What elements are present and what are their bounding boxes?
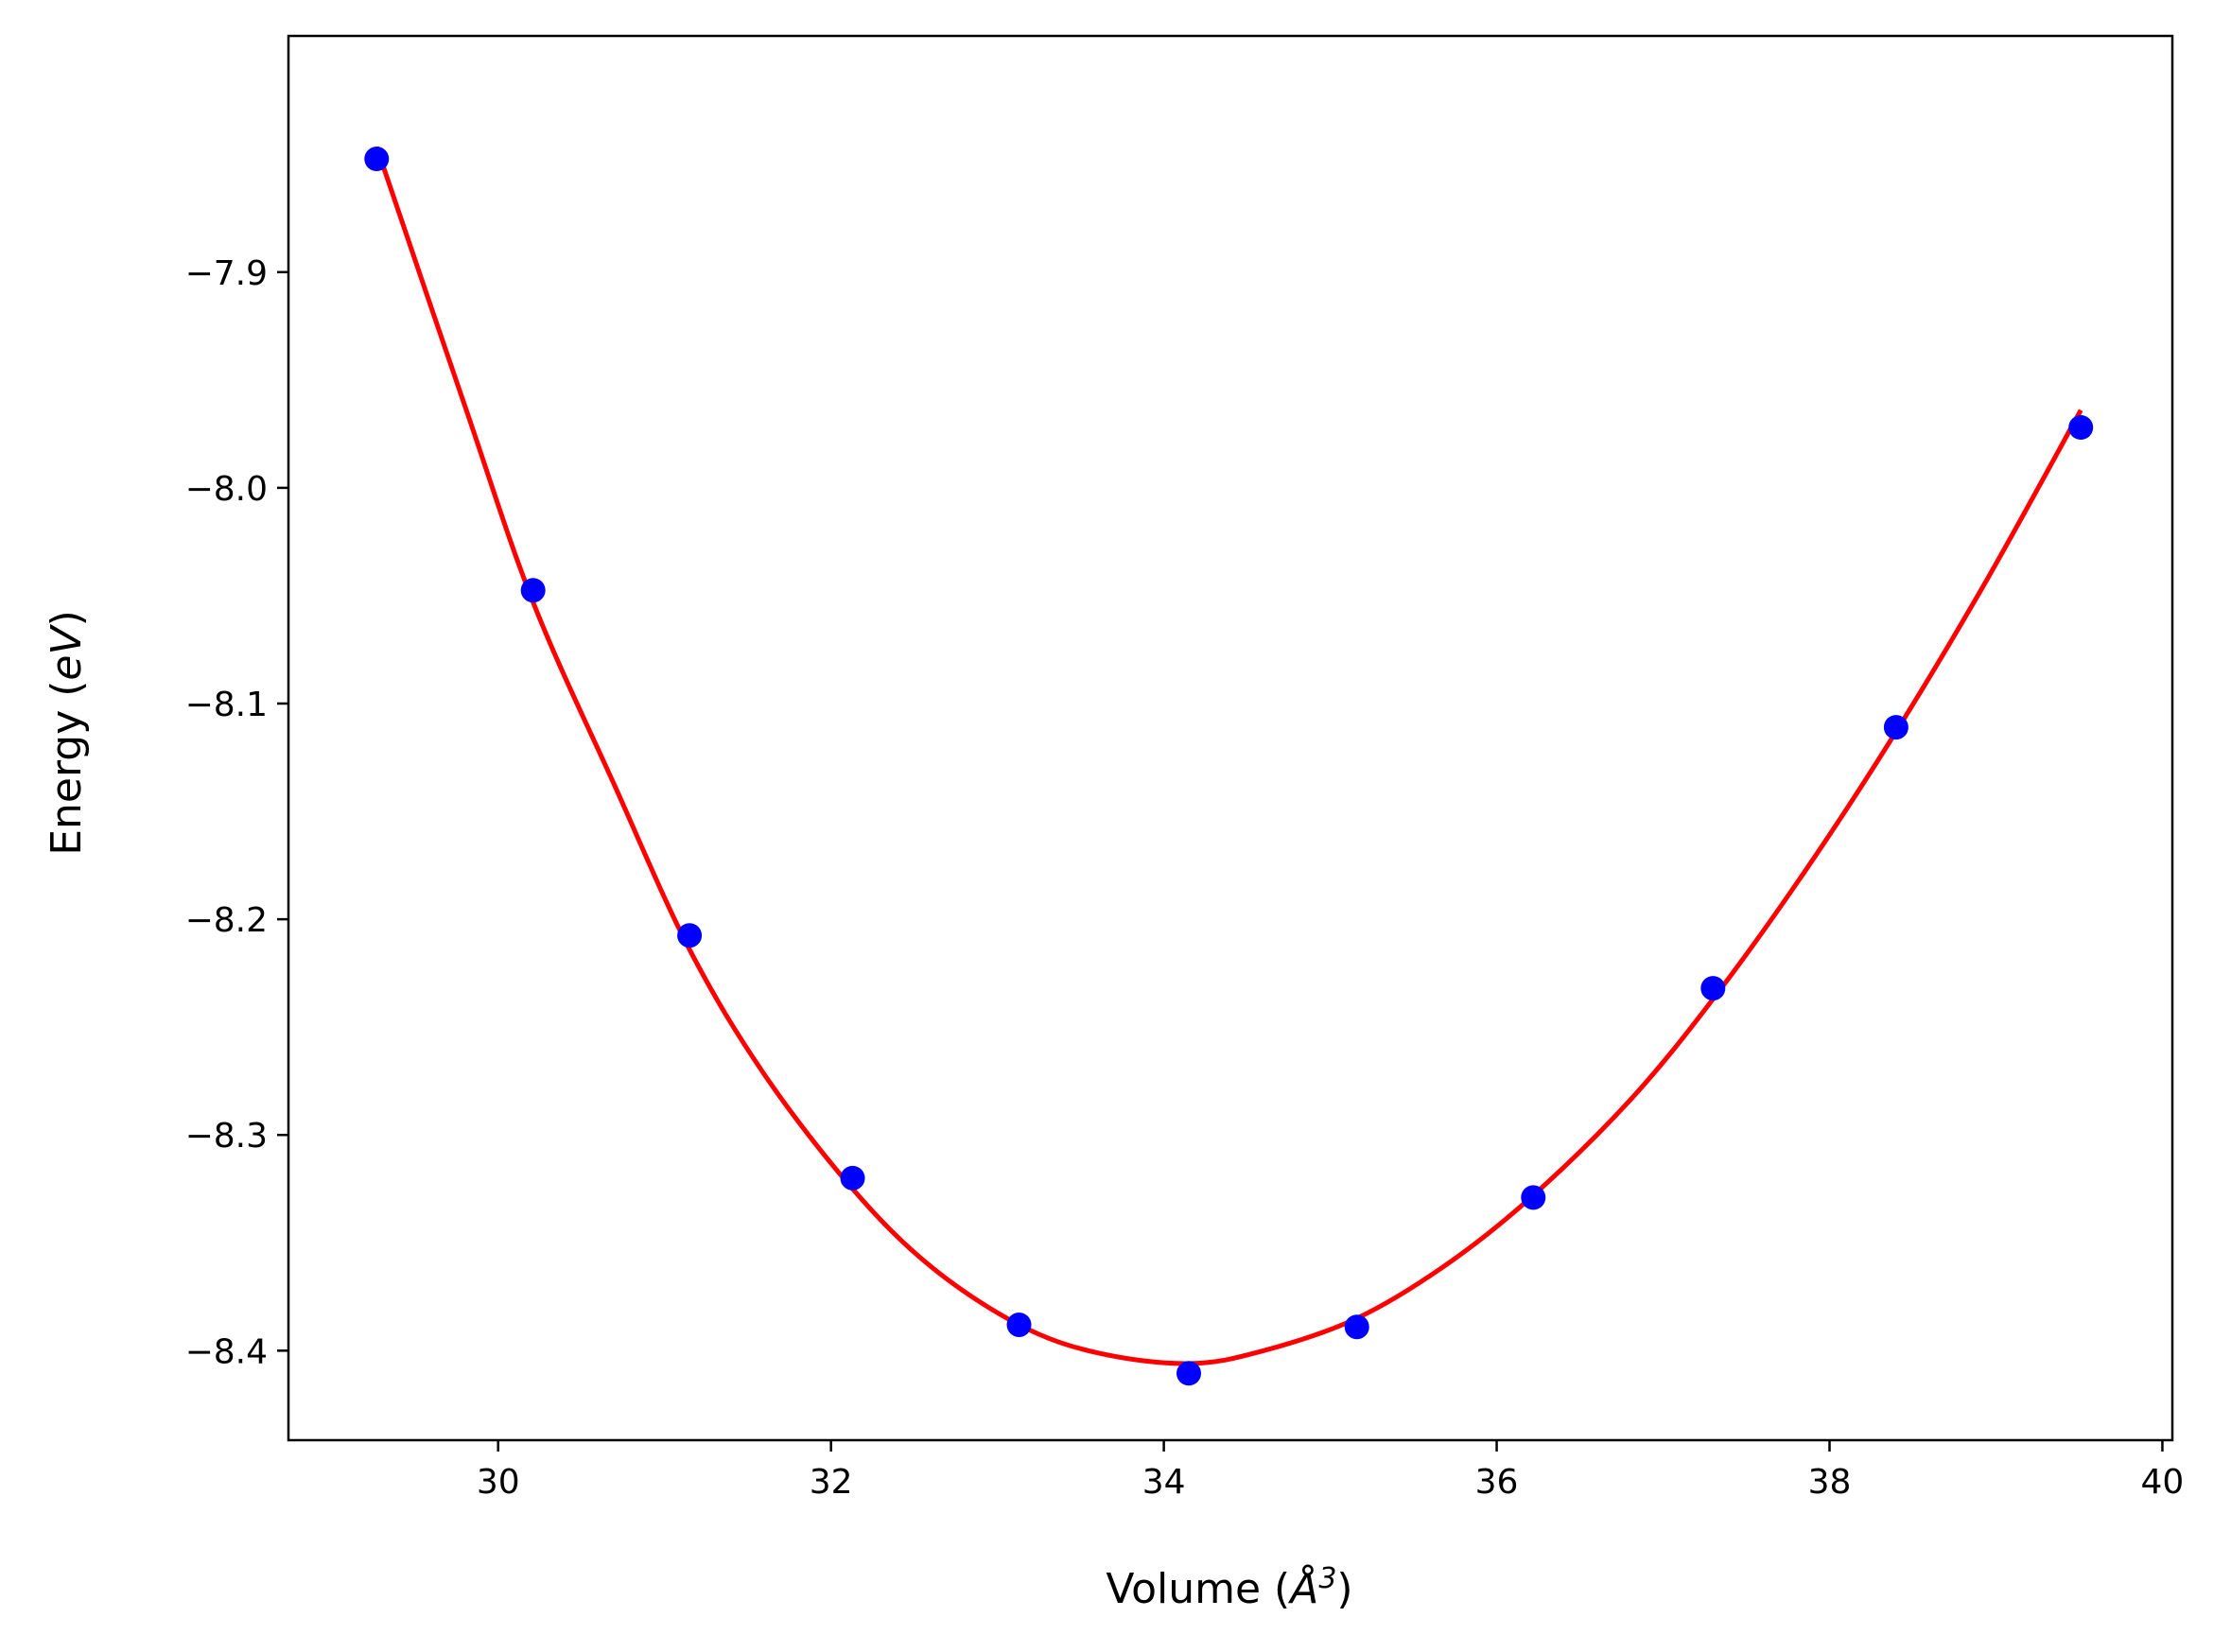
plot-frame — [287, 34, 2174, 1442]
data-point — [364, 147, 390, 172]
data-point — [1177, 1361, 1202, 1386]
x-tick-label: 32 — [810, 1463, 853, 1502]
y-tick-label: −8.1 — [185, 686, 268, 724]
data-point — [677, 923, 703, 948]
x-tick-label: 36 — [1475, 1463, 1519, 1502]
data-point — [1521, 1185, 1546, 1210]
x-axis-label: Volume (Å3) — [1106, 1562, 1352, 1613]
y-tick-label: −8.2 — [185, 901, 268, 940]
y-axis-label: Energy (eV) — [43, 610, 91, 856]
data-point — [1006, 1312, 1032, 1337]
data-point — [2068, 415, 2094, 441]
x-tick-label: 30 — [477, 1463, 520, 1502]
y-tick-label: −8.4 — [185, 1332, 268, 1371]
fit-curve-line — [374, 146, 2083, 1366]
data-point — [840, 1165, 865, 1191]
x-tick-label: 34 — [1142, 1463, 1186, 1502]
data-point — [520, 578, 546, 603]
data-point — [1344, 1314, 1369, 1340]
y-tick-label: −8.0 — [185, 470, 268, 509]
x-tick-label: 38 — [1808, 1463, 1852, 1502]
y-tick-label: −8.3 — [185, 1117, 268, 1156]
data-point — [1883, 715, 1909, 740]
axis-ticks: 30 32 34 36 38 40 −7.9 −8.0 −8.1 −8.2 −8.3 −8.4 — [185, 254, 2185, 1502]
x-tick-label: 40 — [2141, 1463, 2185, 1502]
y-tick-label: −7.9 — [185, 254, 268, 293]
data-point — [1700, 976, 1726, 1001]
